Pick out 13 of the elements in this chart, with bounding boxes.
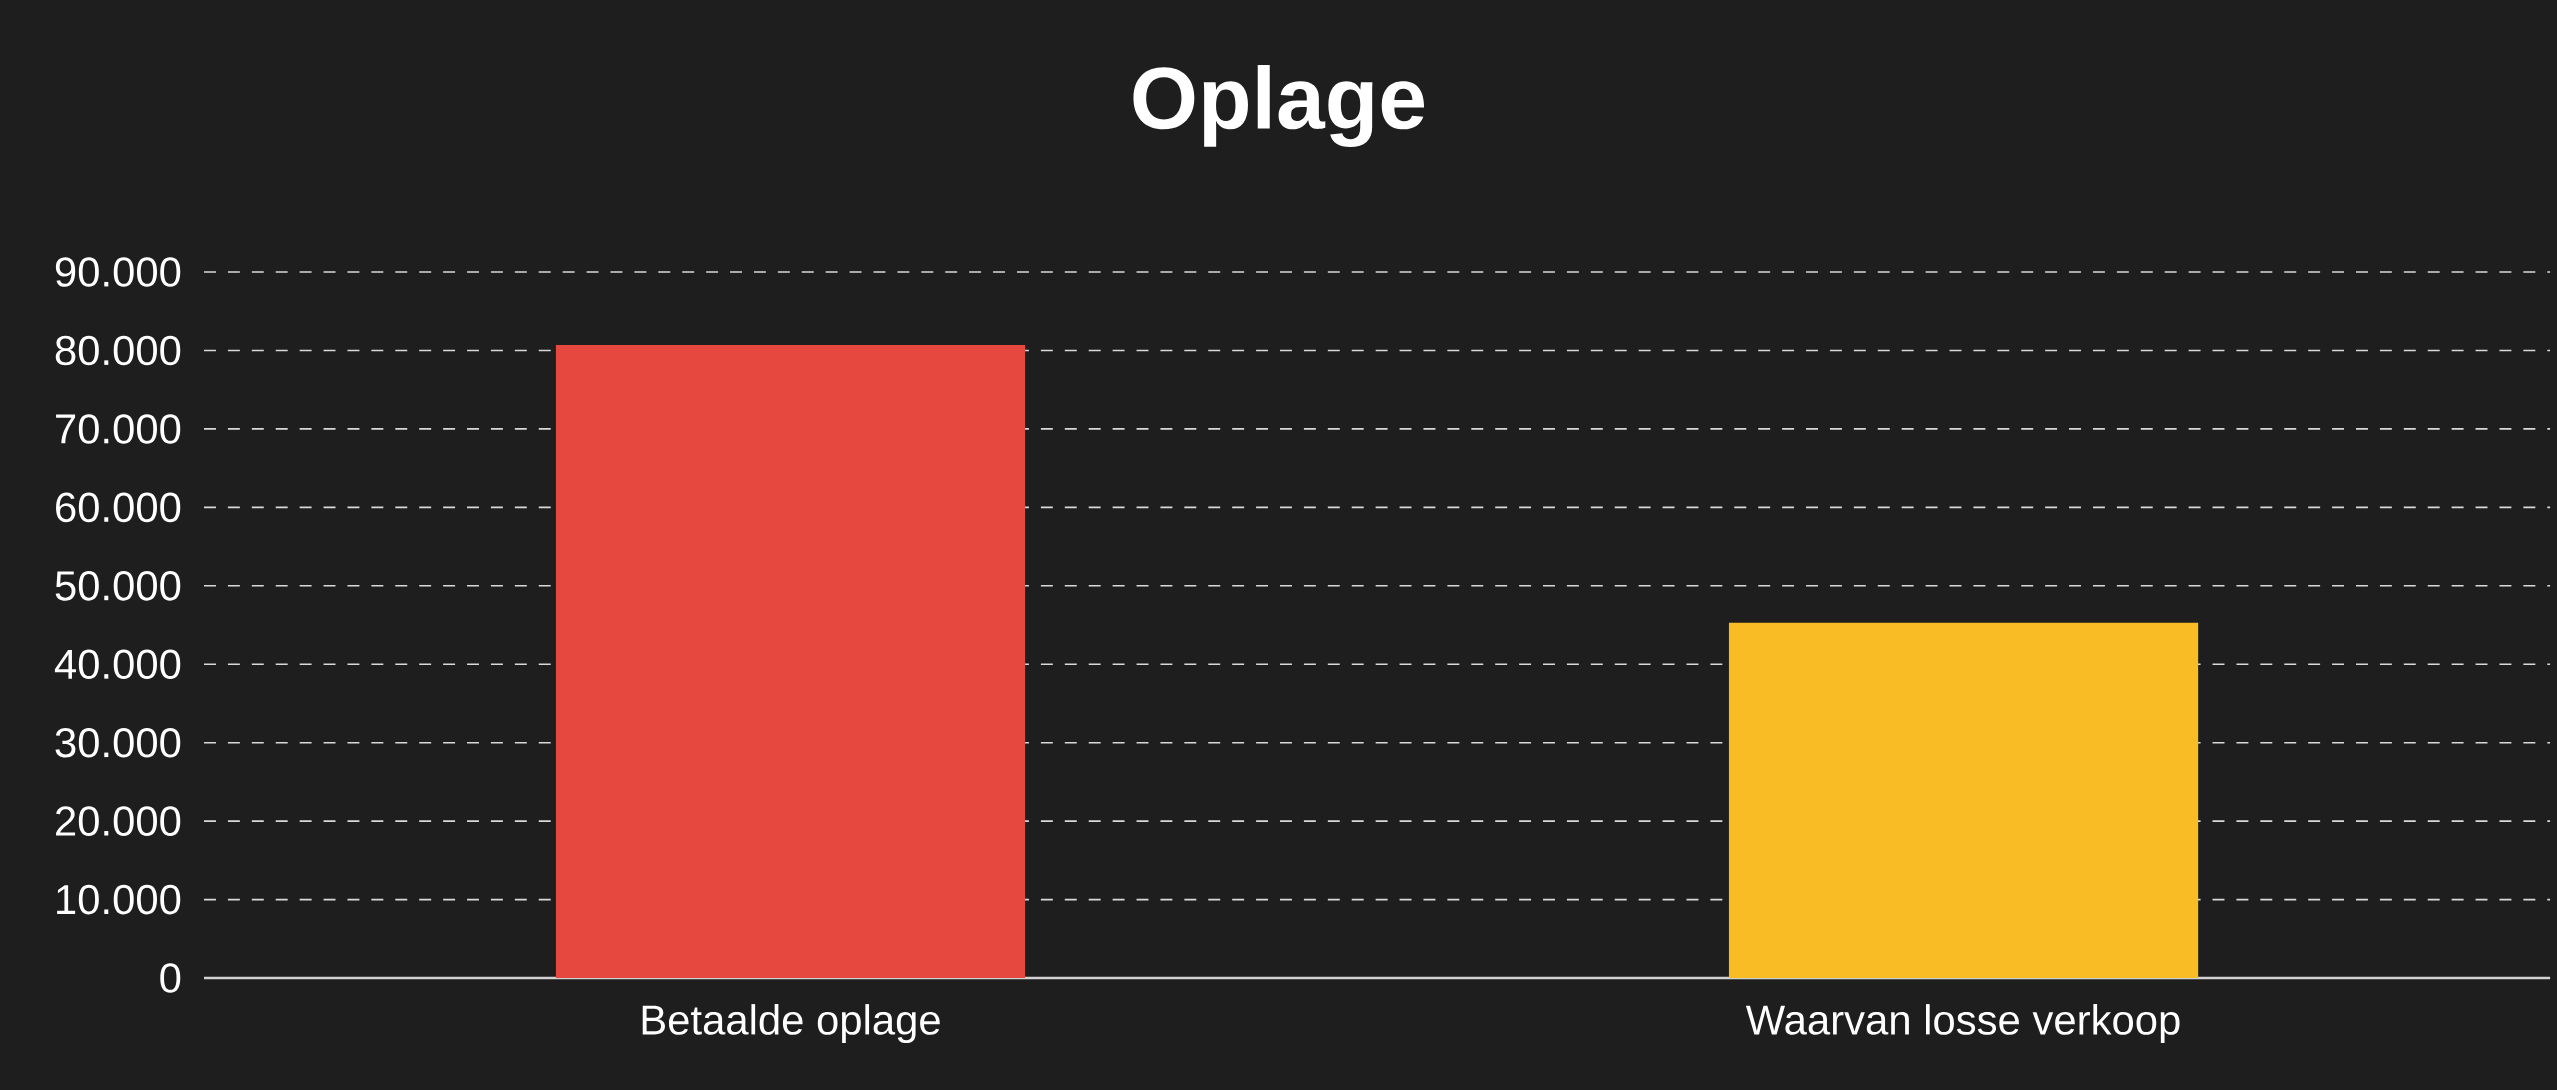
y-tick-label: 60.000 <box>56 492 181 523</box>
y-tick-label: 50.000 <box>55 571 181 601</box>
y-tick-label: 0 <box>160 963 181 993</box>
y-tick-label: 80.000 <box>55 335 181 366</box>
y-tick-label: 30.000 <box>55 727 181 758</box>
y-tick-label: 70.000 <box>56 414 181 444</box>
y-tick-label: 90.000 <box>55 257 181 287</box>
y-tick-label: 20.000 <box>56 806 181 836</box>
x-tick-label: Waarvan losse verkoop <box>1745 1004 2180 1044</box>
y-tick-label: 10.000 <box>57 884 181 915</box>
x-tick-label: Betaalde oplage <box>642 1004 940 1044</box>
y-tick-label: 40.000 <box>54 649 181 680</box>
chart-title: Oplage <box>1133 64 1425 148</box>
